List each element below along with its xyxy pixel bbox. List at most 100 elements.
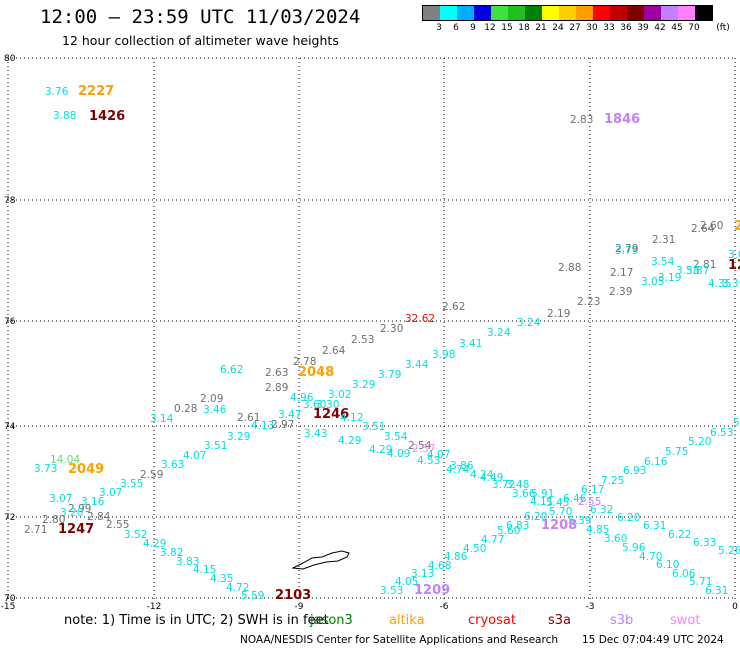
wave-height-label: 5.75 (665, 446, 688, 458)
wave-height-label: 6.06 (672, 568, 696, 580)
wave-height-label: 6.20 (617, 512, 640, 524)
wave-height-label: 3.51 (204, 440, 227, 452)
wave-height-label: 4.09 (387, 448, 410, 460)
wave-height-label: 3.24 (517, 317, 541, 329)
wave-height-label: 4.74 (446, 464, 470, 476)
wave-height-label: 3.51 (362, 421, 385, 433)
wave-height-label: 2.88 (558, 262, 581, 274)
legend-swatch (440, 6, 457, 20)
wave-height-label: 4.85 (586, 524, 609, 536)
legend-swatch (576, 6, 593, 20)
wave-height-label: 5.70 (549, 506, 572, 518)
wave-height-label: 3.60 (303, 399, 326, 411)
satellite-label-swot: swot (670, 613, 701, 628)
wave-height-label: 5.45 (546, 497, 569, 509)
legend-swatch (559, 6, 576, 20)
wave-height-label: 2.23 (577, 296, 600, 308)
wave-height-label: 6.32 (590, 504, 613, 516)
wave-height-label: 3.44 (405, 359, 429, 371)
wave-height-label: 2.09 (200, 393, 223, 405)
wave-height-label: 3.43 (304, 428, 327, 440)
wave-height-label: 6.46 (563, 493, 587, 505)
pass-time-label: 1208 (541, 518, 577, 533)
wave-height-label: 3.30 (316, 399, 339, 411)
wave-height-label: 3.86 (450, 460, 474, 472)
wave-height-label: 3.58 (676, 265, 699, 277)
wave-height-label: 6.20 (524, 511, 547, 523)
wave-height-label: 5 (733, 417, 740, 429)
wave-height-label: 2.64 (322, 345, 346, 357)
wave-height-label: 3.29 (227, 431, 250, 443)
wave-height-label: 4.70 (639, 551, 662, 563)
wave-height-label: 6.83 (506, 520, 529, 532)
wave-height-label: 3.98 (432, 349, 455, 361)
wave-height-label: 2.57 (412, 443, 435, 455)
wave-height-label: 2.54 (408, 440, 432, 452)
wave-height-label: 5.91 (531, 488, 554, 500)
wave-height-label: 4.29 (143, 538, 166, 550)
wave-height-label: 4.53 (417, 455, 440, 467)
wave-height-label: 2.80 (42, 514, 65, 526)
wave-height-label: 2.53 (351, 334, 374, 346)
legend-tick-label: 30 (586, 23, 598, 33)
legend-swatch (695, 6, 712, 20)
wave-height-label: 4.29 (369, 444, 392, 456)
wave-height-label: 2.84 (87, 511, 111, 523)
wave-height-label: 3.47 (278, 409, 301, 421)
wave-height-label: 3.66 (512, 488, 536, 500)
wave-height-label: 4.12 (340, 412, 363, 424)
legend-swatch (593, 6, 610, 20)
wave-height-label: 4.50 (463, 543, 486, 555)
legend-tick-label: 6 (453, 23, 459, 33)
wave-height-label: 2.19 (547, 308, 570, 320)
wave-height-label: 6.53 (710, 427, 733, 439)
pass-time-label: 1247 (58, 522, 94, 537)
wave-height-label: 3.19 (658, 272, 681, 284)
wave-height-label: 2.89 (265, 382, 288, 394)
lon-tick-label: -15 (1, 602, 16, 612)
lon-tick-label: -3 (586, 602, 595, 612)
legend-swatch (508, 6, 525, 20)
wave-height-label: 3.54 (651, 256, 675, 268)
legend-tick-label: 12 (484, 23, 496, 33)
wave-height-label: 2.30 (380, 323, 403, 335)
wave-height-label: 4.15 (193, 564, 216, 576)
pass-time-label: 1426 (89, 109, 125, 124)
wave-height-label: 2.61 (237, 412, 260, 424)
wave-height-label: 3.07 (99, 487, 122, 499)
wave-height-label: 32.62 (405, 313, 435, 325)
wave-height-label: 6.31 (643, 520, 666, 532)
color-legend: 3 6 9 12 15 18 21 24 27 30 33 36 39 42 45 70 (ft) (422, 5, 730, 35)
wave-height-label: 4.29 (338, 435, 361, 447)
legend-swatch (627, 6, 644, 20)
note-label: note: 1) Time is in UTC; 2) SWH is in fe… (64, 613, 329, 628)
legend-swatch (644, 6, 661, 20)
legend-tick-label: 15 (501, 23, 513, 33)
wave-height-label: 3.20 (60, 507, 83, 519)
lon-tick-label: -9 (295, 602, 304, 612)
lat-tick-label: 72 (4, 513, 15, 523)
legend-tick-label: 3 (436, 23, 442, 33)
wave-height-label: 6.31 (705, 585, 728, 597)
wave-height-label: 2.79 (615, 243, 638, 255)
wave-height-label: 4.77 (481, 534, 504, 546)
legend-swatch (542, 6, 559, 20)
legend-swatch (491, 6, 508, 20)
page-subtitle: 12 hour collection of altimeter wave hei… (62, 33, 339, 48)
satellite-label-cryosat: cryosat (468, 613, 516, 628)
wave-height-label: 3.13 (411, 568, 434, 580)
pass-time-label: 1246 (313, 407, 349, 422)
wave-height-label: 3.05 (641, 276, 664, 288)
pass-time-label: 2 (734, 219, 740, 234)
pass-time-label: 12 (728, 258, 740, 273)
wave-height-label: 3.39 (722, 278, 740, 290)
wave-height-label: 5.96 (622, 542, 646, 554)
wave-height-label: 6.17 (581, 484, 604, 496)
wave-height-label: 3.29 (352, 379, 375, 391)
axis-ticks: -15 -12 -9 -6 -3 0 80 78 76 74 72 70 (1, 54, 738, 612)
wave-height-label: 3.63 (161, 459, 184, 471)
wave-height-label: 5.20 (688, 436, 711, 448)
legend-tick-label: 24 (552, 23, 564, 33)
